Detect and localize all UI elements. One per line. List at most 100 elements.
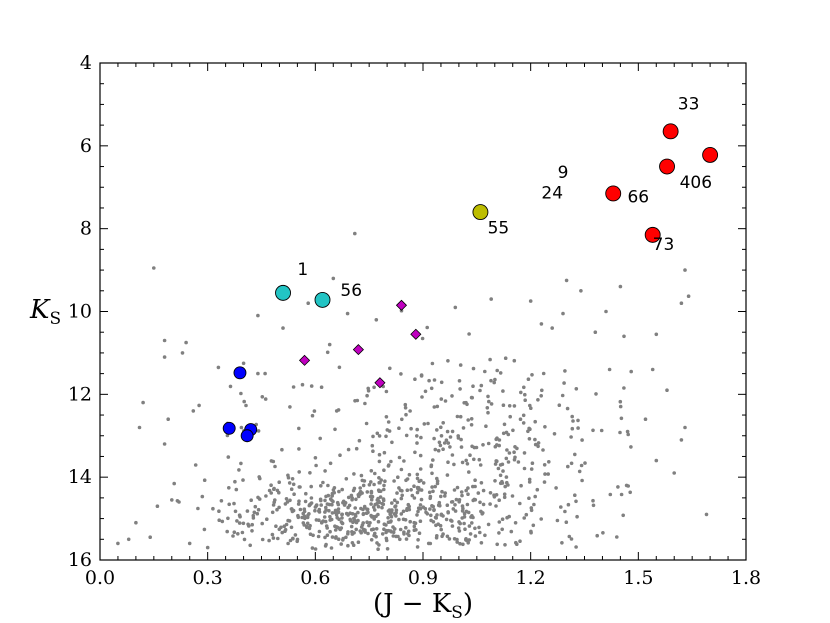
- field-star-point: [126, 537, 131, 542]
- field-star-point: [307, 526, 312, 531]
- field-star-point: [152, 266, 156, 270]
- field-star-point: [264, 494, 268, 498]
- field-star-point: [318, 436, 323, 441]
- field-star-point: [371, 505, 376, 510]
- field-star-point: [562, 381, 566, 385]
- field-star-point: [354, 446, 359, 451]
- field-star-point: [255, 511, 260, 516]
- field-star-point: [397, 486, 401, 490]
- field-star-point: [265, 517, 269, 521]
- field-star-point: [291, 482, 296, 487]
- field-star-point: [319, 503, 324, 507]
- field-star-point: [471, 515, 475, 520]
- star-label-24: 24: [541, 184, 563, 204]
- field-star-point: [431, 520, 436, 524]
- field-star-point: [503, 543, 507, 547]
- field-star-point: [419, 478, 423, 483]
- field-star-point: [333, 510, 338, 515]
- field-star-point: [346, 532, 350, 536]
- field-star-point: [359, 525, 364, 529]
- field-star-point: [591, 498, 595, 503]
- field-star-point: [415, 490, 420, 495]
- field-star-point: [310, 413, 315, 418]
- field-star-point: [477, 525, 481, 530]
- field-star-point: [237, 468, 241, 472]
- field-star-point: [396, 475, 400, 480]
- field-star-point: [227, 502, 231, 507]
- field-star-point: [501, 403, 506, 408]
- field-star-point: [546, 472, 550, 476]
- field-star-point: [297, 485, 302, 489]
- field-star-point: [370, 494, 375, 499]
- field-star-point: [228, 384, 233, 389]
- field-star-point: [412, 496, 417, 500]
- field-star-point: [338, 453, 342, 458]
- field-star-point: [419, 435, 423, 440]
- field-star-point: [409, 426, 413, 431]
- red-star-point: [702, 146, 719, 163]
- field-star-point: [308, 532, 313, 536]
- field-star-point: [317, 509, 321, 513]
- field-star-point: [404, 412, 408, 417]
- field-star-point: [385, 547, 390, 551]
- field-star-point: [465, 462, 470, 466]
- field-star-point: [560, 393, 565, 398]
- field-star-point: [369, 502, 373, 506]
- field-star-point: [258, 476, 262, 481]
- field-star-point: [628, 490, 632, 495]
- field-star-point: [345, 311, 350, 316]
- field-star-point: [398, 527, 403, 532]
- field-star-point: [116, 541, 120, 546]
- field-star-point: [486, 410, 490, 415]
- field-star-point: [242, 537, 247, 542]
- field-star-point: [618, 404, 623, 409]
- field-star-point: [256, 371, 260, 376]
- field-star-point: [453, 305, 458, 310]
- field-star-point: [217, 509, 221, 513]
- field-star-point: [438, 523, 443, 528]
- field-star-point: [621, 513, 625, 518]
- field-star-point: [399, 467, 404, 472]
- field-star-point: [477, 457, 482, 462]
- field-star-point: [297, 499, 301, 504]
- field-star-point: [618, 399, 623, 404]
- field-star-point: [374, 318, 379, 322]
- field-star-point: [437, 440, 442, 445]
- field-star-point: [406, 532, 410, 536]
- field-star-point: [622, 334, 626, 339]
- field-star-point: [465, 502, 470, 507]
- field-star-point: [495, 368, 500, 373]
- field-star-point: [542, 463, 547, 467]
- field-star-point: [280, 530, 285, 535]
- field-star-point: [607, 367, 612, 372]
- field-star-point: [554, 486, 558, 490]
- field-star-point: [371, 514, 376, 519]
- yellow-star-point: [472, 204, 489, 221]
- field-star-point: [479, 481, 484, 485]
- cyan-star-point: [275, 284, 291, 301]
- field-star-point: [415, 441, 419, 445]
- field-star-point: [505, 480, 509, 485]
- field-star-point: [450, 429, 455, 434]
- field-star-point: [341, 500, 345, 505]
- field-star-point: [257, 497, 262, 501]
- field-star-point: [314, 463, 318, 468]
- field-star-point: [288, 405, 292, 409]
- field-star-point: [180, 351, 185, 355]
- field-star-point: [527, 496, 531, 501]
- field-star-point: [444, 438, 449, 443]
- cyan-star-point: [314, 291, 331, 308]
- field-star-point: [412, 524, 417, 529]
- field-star-point: [457, 500, 462, 504]
- x-tick-label: 1.5: [623, 567, 653, 589]
- field-star-point: [400, 489, 404, 493]
- magenta-star-point: [352, 344, 364, 356]
- field-star-point: [579, 289, 583, 293]
- field-star-point: [382, 483, 386, 488]
- field-star-point: [464, 458, 469, 463]
- field-star-point: [372, 385, 376, 390]
- star-id-annotations: 33 924 66 406 55 73 1 56: [297, 94, 712, 300]
- field-star-point: [308, 523, 312, 528]
- field-star-point: [569, 537, 574, 541]
- field-star-point: [403, 406, 408, 410]
